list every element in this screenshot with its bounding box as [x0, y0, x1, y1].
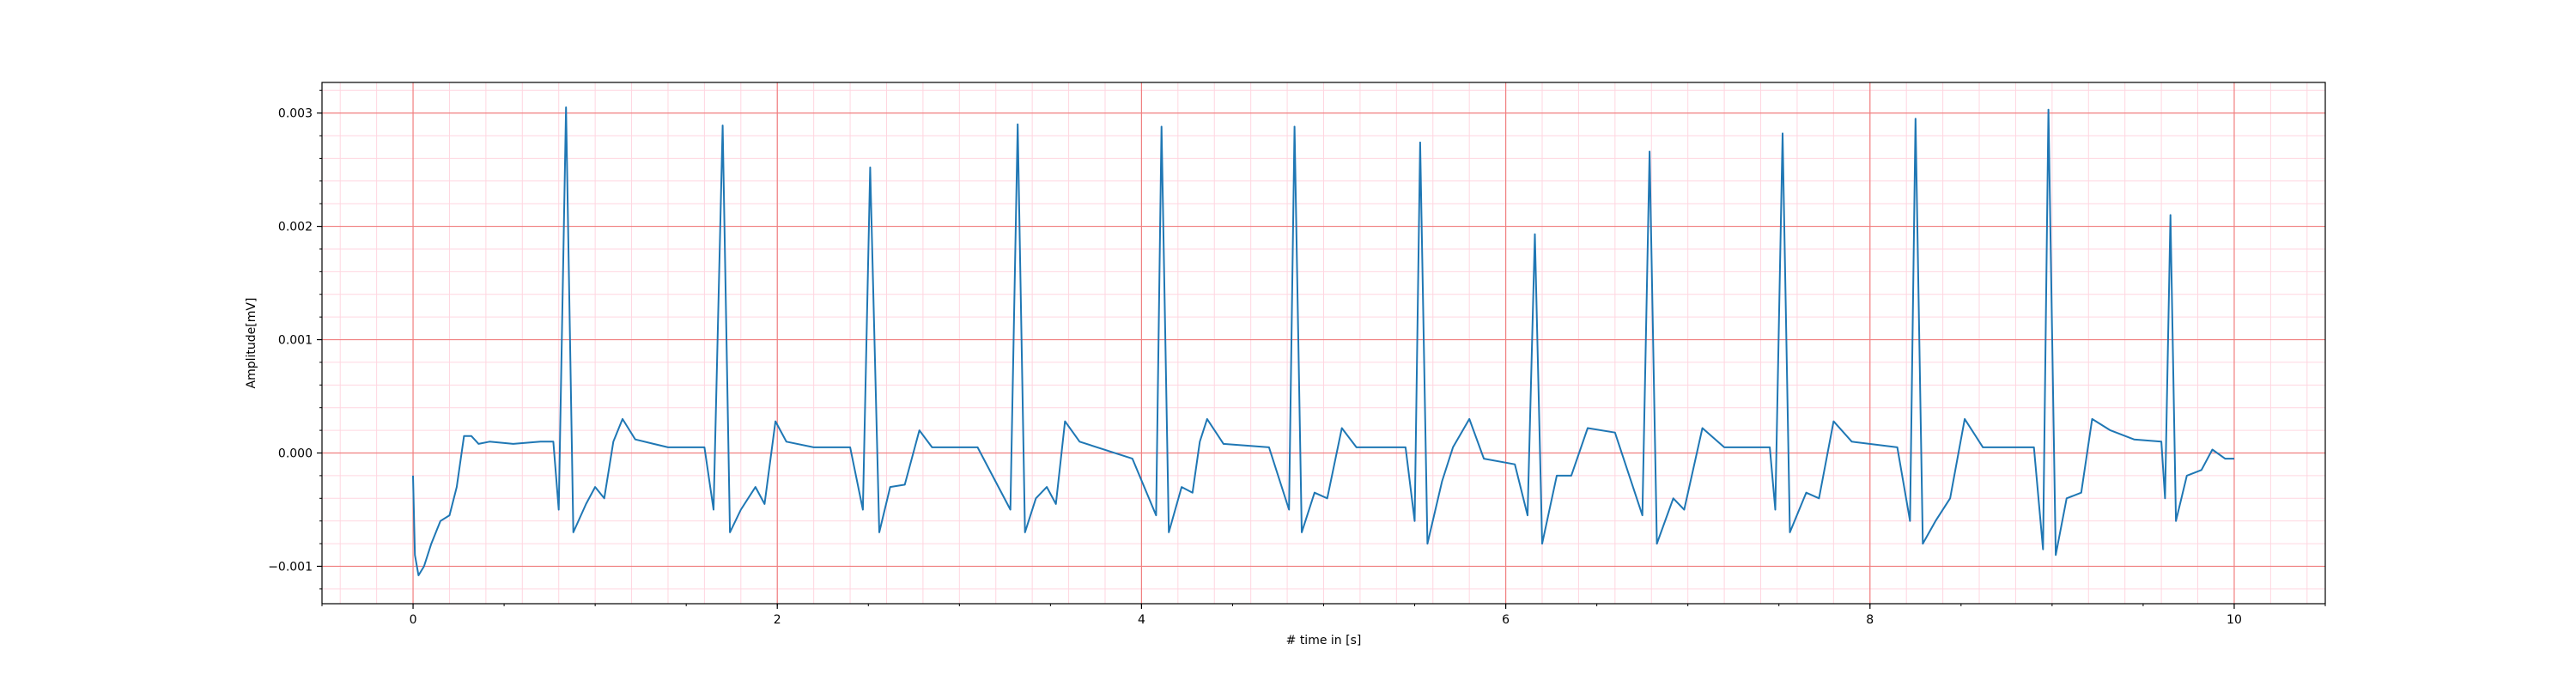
x-tick-label: 8 [1866, 613, 1874, 627]
ecg-signal-line [412, 106, 2234, 576]
r-peak-point [1914, 118, 1917, 120]
x-tick-label: 0 [410, 613, 417, 627]
x-tick-label: 10 [2227, 613, 2242, 627]
r-peak-point [2047, 108, 2050, 111]
r-peak-point [1017, 124, 1018, 125]
r-peak-point [565, 106, 568, 108]
y-tick-label: 0.001 [278, 334, 313, 348]
x-tick-label: 6 [1502, 613, 1510, 627]
r-peak-point [1649, 150, 1650, 153]
x-axis-label: # time in [s] [1286, 634, 1362, 647]
y-ticks: −0.001 0.000 0.001 0.002 0.003 [268, 89, 322, 590]
y-tick-label: 0.000 [278, 447, 313, 460]
y-tick-label: −0.001 [268, 560, 313, 574]
y-axis-label: Amplitude[mV] [245, 298, 258, 389]
r-peak-point [721, 125, 724, 126]
r-peak-point [1293, 125, 1296, 128]
r-peak-point [1782, 132, 1783, 135]
r-peak-point [2169, 214, 2172, 216]
x-tick-label: 2 [774, 613, 781, 627]
r-peak-point [1534, 234, 1536, 235]
minor-grid [322, 82, 2325, 604]
major-grid [322, 82, 2325, 604]
r-peak-point [1419, 142, 1421, 143]
series-layer [412, 106, 2234, 576]
x-ticks: 0 2 4 6 8 10 [321, 604, 2326, 627]
y-tick-label: 0.002 [278, 221, 313, 234]
y-tick-label: 0.003 [278, 107, 313, 121]
r-peak-point [869, 167, 872, 168]
r-peak-point [1160, 125, 1163, 128]
x-tick-label: 4 [1138, 613, 1145, 627]
